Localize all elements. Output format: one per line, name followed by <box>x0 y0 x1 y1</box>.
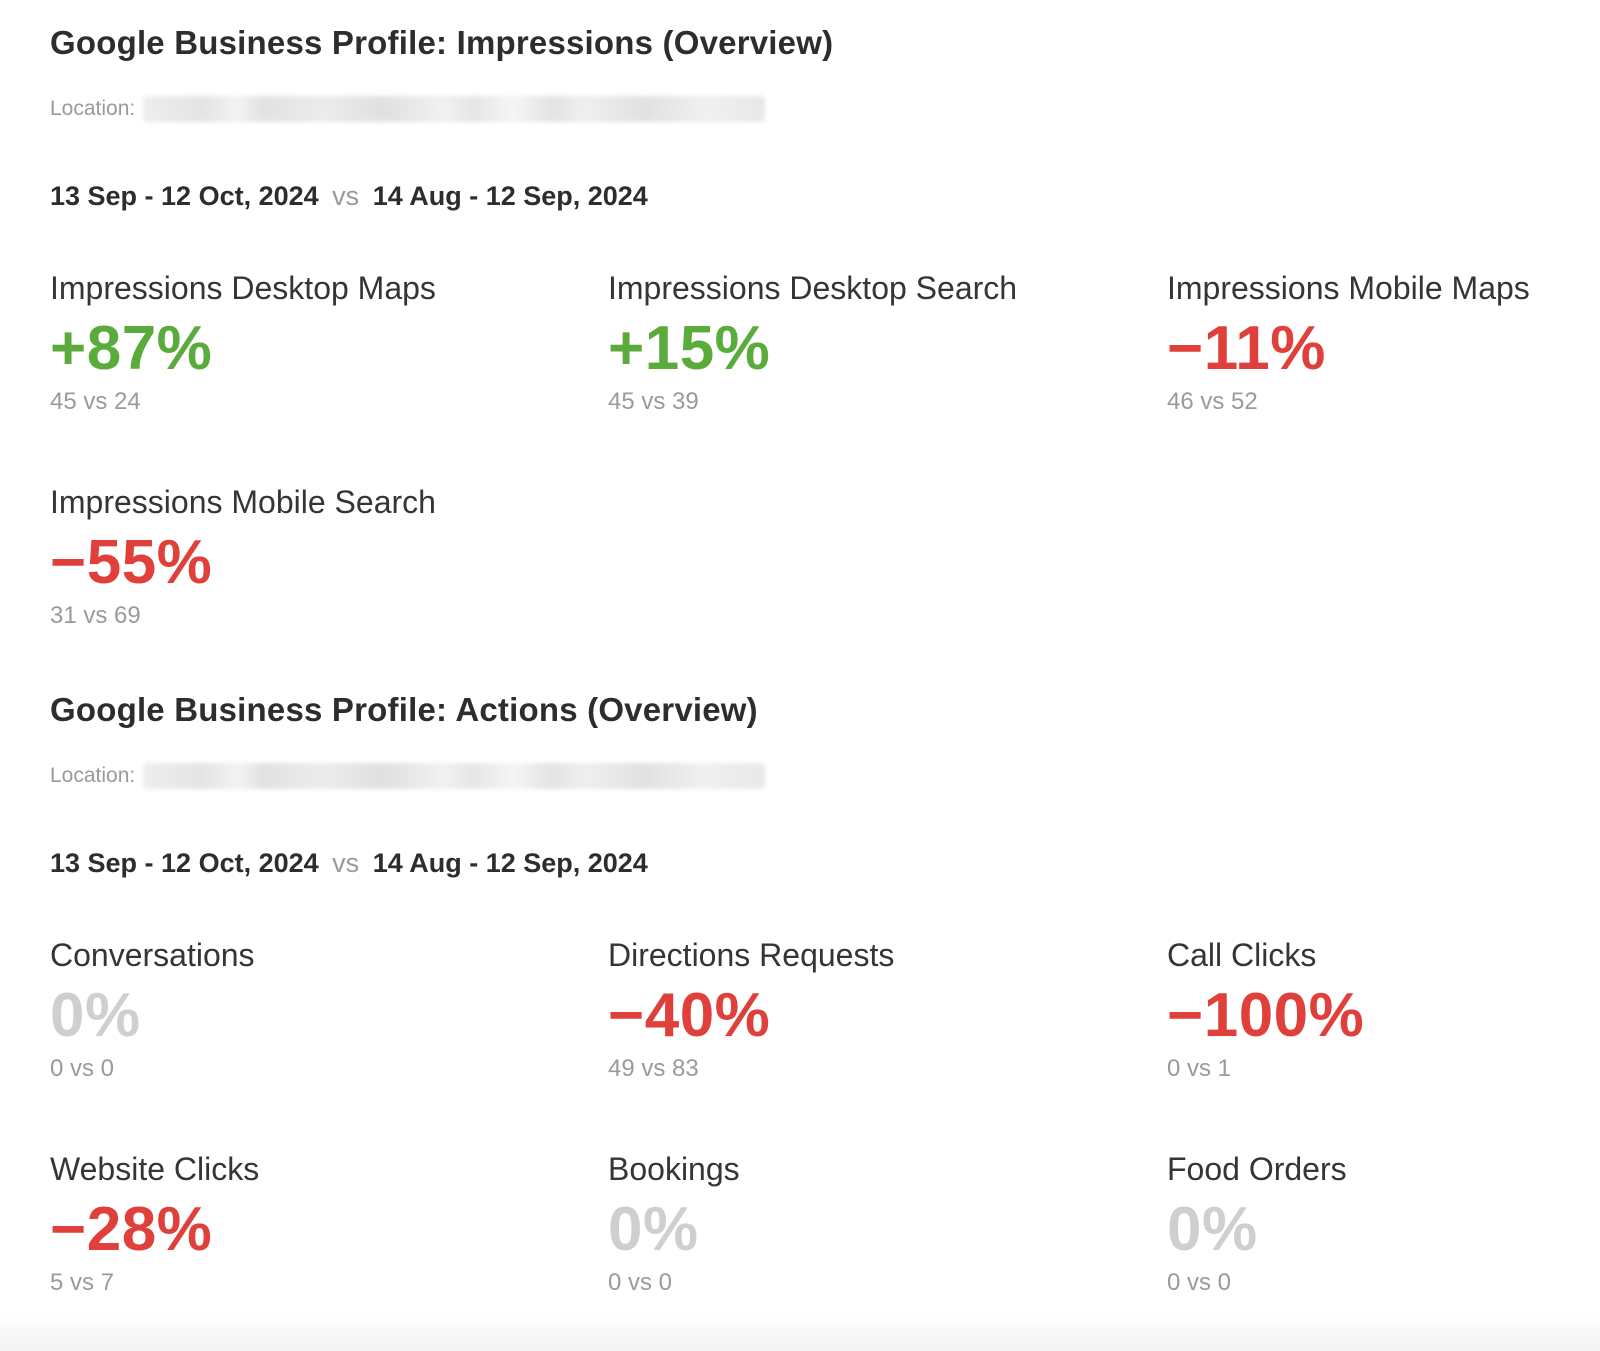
metric-compare: 0 vs 1 <box>1167 1055 1232 1082</box>
metric-card-directions-requests: Directions Requests −40% 49 vs 83 <box>608 936 1128 1096</box>
metric-label: Conversations <box>50 937 255 973</box>
metric-label: Food Orders <box>1167 1151 1347 1187</box>
metric-change: 0% <box>50 981 141 1050</box>
current-date-range: 13 Sep - 12 Oct, 2024 <box>50 848 319 878</box>
redacted-location-value <box>143 96 766 123</box>
location-label: Location: <box>50 97 136 121</box>
metric-compare: 0 vs 0 <box>1167 1269 1232 1296</box>
metric-compare: 5 vs 7 <box>50 1269 115 1296</box>
section-title: Google Business Profile: Actions (Overvi… <box>50 691 758 728</box>
metric-compare: 45 vs 24 <box>50 388 141 415</box>
metric-card-bookings: Bookings 0% 0 vs 0 <box>608 1150 1128 1310</box>
impressions-overview-section: Google Business Profile: Impressions (Ov… <box>50 20 1570 629</box>
location-row: Location: <box>50 762 1570 790</box>
location-label: Location: <box>50 764 136 788</box>
metric-card-food-orders: Food Orders 0% 0 vs 0 <box>1167 1150 1600 1310</box>
bottom-fade <box>0 1311 1600 1351</box>
metric-compare: 0 vs 0 <box>50 1055 115 1082</box>
metric-label: Call Clicks <box>1167 937 1317 973</box>
metric-change: 0% <box>1167 1195 1258 1264</box>
metric-change: +15% <box>608 314 771 383</box>
metric-change: −28% <box>50 1195 213 1264</box>
metric-change: +87% <box>50 314 213 383</box>
redacted-location-value <box>143 763 766 790</box>
metric-change: 0% <box>608 1195 699 1264</box>
metric-label: Impressions Desktop Maps <box>50 270 436 306</box>
metric-card-conversations: Conversations 0% 0 vs 0 <box>50 936 570 1096</box>
previous-date-range: 14 Aug - 12 Sep, 2024 <box>372 181 648 211</box>
section-title: Google Business Profile: Impressions (Ov… <box>50 24 834 61</box>
metric-label: Website Clicks <box>50 1151 260 1187</box>
metric-label: Directions Requests <box>608 937 895 973</box>
metric-label: Impressions Mobile Search <box>50 484 436 520</box>
metric-card-call-clicks: Call Clicks −100% 0 vs 1 <box>1167 936 1600 1096</box>
actions-overview-section: Google Business Profile: Actions (Overvi… <box>50 687 1570 1296</box>
metric-change: −100% <box>1167 981 1365 1050</box>
metric-card-impressions-mobile-search: Impressions Mobile Search −55% 31 vs 69 <box>50 483 570 643</box>
metric-card-website-clicks: Website Clicks −28% 5 vs 7 <box>50 1150 570 1310</box>
metric-compare: 45 vs 39 <box>608 388 699 415</box>
metric-change: −40% <box>608 981 771 1050</box>
metric-card-impressions-desktop-search: Impressions Desktop Search +15% 45 vs 39 <box>608 269 1128 429</box>
metric-compare: 46 vs 52 <box>1167 388 1258 415</box>
date-vs-separator: vs <box>332 848 360 878</box>
date-range: 13 Sep - 12 Oct, 2024 vs 14 Aug - 12 Sep… <box>50 179 1570 213</box>
metric-compare: 49 vs 83 <box>608 1055 699 1082</box>
metric-card-impressions-desktop-maps: Impressions Desktop Maps +87% 45 vs 24 <box>50 269 570 429</box>
current-date-range: 13 Sep - 12 Oct, 2024 <box>50 181 319 211</box>
metric-label: Impressions Mobile Maps <box>1167 270 1530 306</box>
metric-label: Impressions Desktop Search <box>608 270 1018 306</box>
metric-compare: 31 vs 69 <box>50 602 141 629</box>
metric-change: −11% <box>1167 314 1326 383</box>
metric-compare: 0 vs 0 <box>608 1269 673 1296</box>
metric-card-impressions-mobile-maps: Impressions Mobile Maps −11% 46 vs 52 <box>1167 269 1600 429</box>
metric-label: Bookings <box>608 1151 740 1187</box>
previous-date-range: 14 Aug - 12 Sep, 2024 <box>372 848 648 878</box>
location-row: Location: <box>50 95 1570 123</box>
metric-change: −55% <box>50 528 213 597</box>
date-range: 13 Sep - 12 Oct, 2024 vs 14 Aug - 12 Sep… <box>50 846 1570 880</box>
date-vs-separator: vs <box>332 181 360 211</box>
